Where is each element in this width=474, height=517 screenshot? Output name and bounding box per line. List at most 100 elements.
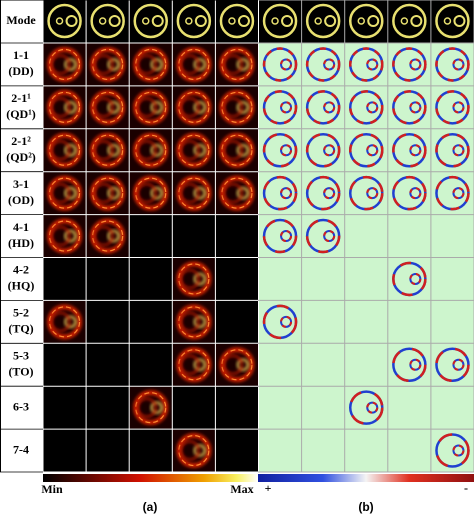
charge-inner — [280, 101, 293, 114]
charge-inner — [366, 58, 379, 71]
charge-ring — [262, 47, 298, 82]
field-inner — [136, 397, 157, 418]
charge-inner — [452, 187, 465, 200]
field-core — [48, 48, 81, 81]
field-inner — [107, 187, 120, 200]
ring-inner — [410, 15, 423, 27]
field-core — [178, 177, 210, 209]
charge-inner — [280, 144, 293, 157]
field-inner — [193, 272, 206, 285]
field-inner — [179, 54, 200, 75]
charge-ring — [435, 175, 470, 211]
field-inner — [50, 140, 71, 161]
charge-ring — [435, 347, 470, 382]
field-core — [48, 306, 81, 338]
field-inner — [136, 140, 157, 161]
field-inner — [236, 358, 249, 371]
field-inner — [93, 226, 114, 247]
field-core — [92, 134, 124, 166]
ring-inner — [228, 17, 236, 25]
ring-outer — [219, 3, 255, 39]
charge-inner — [280, 58, 293, 71]
charge-ring — [262, 90, 298, 125]
charge-inner — [366, 144, 379, 157]
charge-inner — [323, 58, 336, 71]
field-inner — [222, 140, 243, 161]
field-inner — [222, 97, 243, 118]
ring-outer — [47, 3, 82, 39]
field-inner — [50, 226, 71, 247]
field-core — [92, 220, 124, 252]
charge-inner — [452, 144, 465, 157]
field-inner — [50, 97, 71, 118]
row-name: (OD) — [8, 193, 34, 207]
charge-ring — [305, 218, 341, 254]
field-core — [92, 177, 124, 209]
charge-ring — [262, 218, 298, 254]
field-core — [178, 434, 210, 467]
field-inner — [179, 268, 200, 289]
ring-outer — [176, 3, 212, 39]
field-inner — [179, 311, 200, 332]
field-inner — [107, 58, 120, 71]
ring-outer — [392, 3, 427, 39]
field-core — [92, 91, 124, 123]
field-inner — [64, 144, 77, 157]
charge-inner — [323, 230, 336, 243]
field-inner — [107, 101, 120, 114]
field-inner — [150, 144, 163, 157]
row-mode: 3-1 — [13, 177, 29, 191]
ring-inner — [194, 15, 207, 27]
colorbar-plus: + — [265, 481, 272, 495]
charge-ring — [349, 175, 384, 211]
colorbar-b — [258, 474, 474, 482]
field-inner — [136, 183, 157, 204]
charge-ring — [305, 90, 341, 125]
mode-label: Mode — [6, 13, 36, 27]
ring-inner — [400, 17, 409, 25]
ring-inner — [98, 17, 107, 25]
charge-ring — [262, 304, 298, 340]
charge-inner — [366, 401, 379, 414]
field-core — [135, 177, 167, 209]
charge-inner — [366, 187, 379, 200]
field-inner — [136, 97, 157, 118]
charge-ring — [392, 47, 427, 82]
charge-ring — [305, 175, 341, 211]
field-inner — [179, 183, 200, 204]
charge-inner — [409, 187, 422, 200]
field-inner — [222, 183, 243, 204]
field-inner — [64, 58, 77, 71]
ring-outer — [435, 3, 470, 39]
field-core — [178, 48, 210, 81]
charge-ring — [262, 175, 298, 211]
charge-ring — [392, 133, 427, 168]
field-inner — [50, 54, 71, 75]
charge-ring — [392, 175, 427, 211]
field-inner — [64, 101, 77, 114]
field-core — [221, 349, 253, 381]
ring-inner — [142, 17, 150, 25]
ring-outer — [349, 3, 384, 39]
field-inner — [64, 315, 77, 328]
charge-ring — [435, 90, 470, 125]
field-inner — [50, 311, 71, 332]
field-core — [178, 134, 210, 166]
ring-inner — [55, 17, 64, 25]
row-name: (TQ) — [8, 322, 33, 336]
row-mode: 1-1 — [13, 48, 29, 62]
colorbar-max: Max — [230, 482, 253, 496]
field-core — [178, 91, 210, 123]
field-inner — [136, 54, 157, 75]
charge-inner — [280, 315, 293, 328]
row-name: (DD) — [8, 64, 33, 78]
field-inner — [93, 183, 114, 204]
field-core — [135, 91, 167, 123]
panel-label: (a) — [143, 500, 158, 514]
field-inner — [150, 58, 163, 71]
charge-inner — [452, 101, 465, 114]
charge-ring — [349, 90, 384, 125]
charge-ring — [349, 390, 384, 425]
ring-inner — [453, 15, 466, 27]
field-inner — [107, 230, 120, 243]
